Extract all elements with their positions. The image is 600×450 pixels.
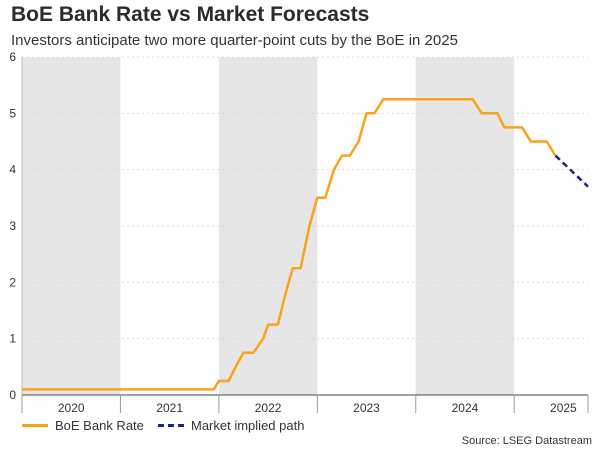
x-tick-label-2020: 2020: [58, 401, 85, 415]
y-tick-label-4: 4: [9, 163, 16, 177]
year-band-2020: [22, 57, 121, 395]
series-line-market-implied-path: [554, 154, 589, 188]
x-tick-label-2024: 2024: [452, 401, 479, 415]
legend-swatch-market-path: [158, 424, 184, 427]
y-tick-label-0: 0: [9, 388, 16, 402]
chart-subtitle: Investors anticipate two more quarter-po…: [11, 32, 458, 49]
legend-label-bank-rate: BoE Bank Rate: [55, 418, 144, 433]
x-tick-label-2022: 2022: [255, 401, 282, 415]
y-tick-label-6: 6: [9, 50, 16, 64]
y-tick-label-3: 3: [9, 219, 16, 233]
chart-title: BoE Bank Rate vs Market Forecasts: [11, 3, 370, 26]
legend-item-bank-rate: BoE Bank Rate: [22, 418, 144, 433]
legend-swatch-bank-rate: [22, 424, 48, 427]
legend-label-market-path: Market implied path: [191, 418, 305, 433]
x-tick-label-2021: 2021: [156, 401, 183, 415]
series-line-bank-rate: [22, 98, 557, 391]
y-tick-label-1: 1: [9, 332, 16, 346]
legend-item-market-path: Market implied path: [158, 418, 304, 433]
source-note: Source: LSEG Datastream: [461, 435, 592, 447]
x-tick-label-2025: 2025: [550, 401, 577, 415]
x-tick-label-2023: 2023: [353, 401, 380, 415]
y-tick-label-5: 5: [9, 106, 16, 120]
y-tick-label-2: 2: [9, 275, 16, 289]
year-band-2024: [415, 57, 515, 395]
